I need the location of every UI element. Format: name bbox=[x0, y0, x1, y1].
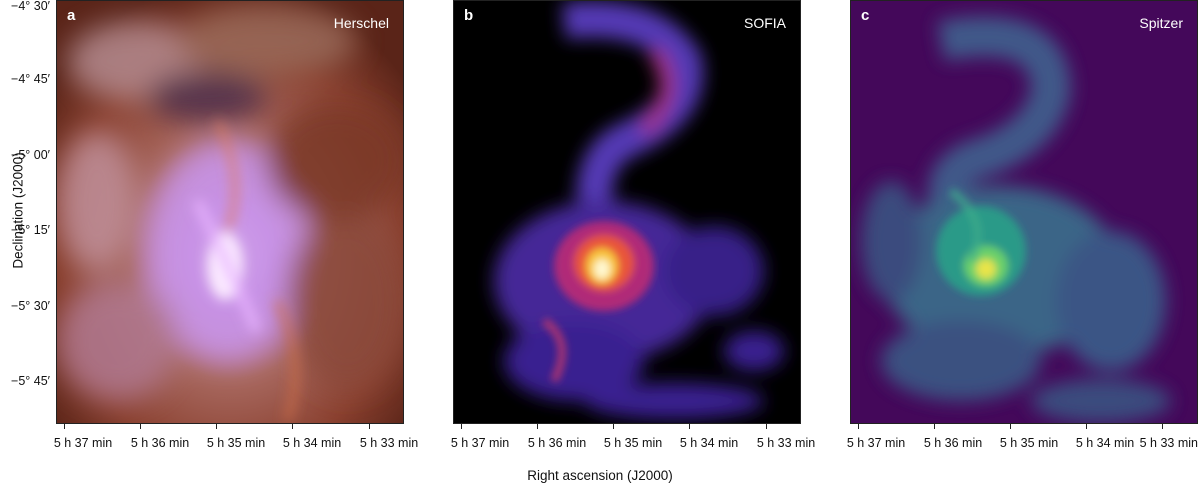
y-axis-label: Declination (J2000) bbox=[10, 152, 26, 269]
x-tick-mark bbox=[766, 424, 767, 429]
x-tick-label: 5 h 36 min bbox=[923, 436, 983, 450]
y-tick-label: −4° 30′ bbox=[11, 0, 50, 13]
y-tick-label: −4° 45′ bbox=[11, 72, 50, 86]
panel-letter: a bbox=[67, 7, 76, 24]
spitzer-image bbox=[851, 1, 1197, 423]
x-tick-label: 5 h 37 min bbox=[846, 436, 906, 450]
panel-title: Herschel bbox=[333, 15, 389, 31]
x-axis-label: Right ascension (J2000) bbox=[527, 468, 673, 483]
x-tick-label: 5 h 35 min bbox=[999, 436, 1059, 450]
x-tick-mark bbox=[1010, 424, 1011, 429]
herschel-image-panel: a Herschel bbox=[56, 0, 404, 424]
y-tick-label: −5° 15′ bbox=[11, 223, 50, 237]
spitzer-image-panel: c Spitzer bbox=[850, 0, 1198, 424]
x-tick-mark bbox=[1086, 424, 1087, 429]
x-tick-label: 5 h 36 min bbox=[527, 436, 587, 450]
herschel-image bbox=[57, 1, 403, 423]
panel-letter: c bbox=[861, 7, 870, 24]
panel-letter: b bbox=[464, 7, 474, 24]
x-tick-label: 5 h 37 min bbox=[53, 436, 113, 450]
x-tick-mark bbox=[216, 424, 217, 429]
x-tick-label: 5 h 34 min bbox=[282, 436, 342, 450]
y-tick-label: −5° 45′ bbox=[11, 374, 50, 388]
x-tick-label: 5 h 35 min bbox=[206, 436, 266, 450]
x-tick-label: 5 h 37 min bbox=[450, 436, 510, 450]
x-tick-label: 5 h 36 min bbox=[130, 436, 190, 450]
x-tick-mark bbox=[1162, 424, 1163, 429]
x-tick-label: 5 h 34 min bbox=[679, 436, 739, 450]
x-tick-mark bbox=[140, 424, 141, 429]
panel-title: SOFIA bbox=[743, 15, 786, 31]
x-tick-label: 5 h 33 min bbox=[756, 436, 816, 450]
y-tick-label: −5° 00′ bbox=[11, 148, 50, 162]
x-tick-label: 5 h 33 min bbox=[359, 436, 419, 450]
x-tick-label: 5 h 33 min bbox=[1139, 436, 1198, 450]
x-tick-mark bbox=[537, 424, 538, 429]
x-tick-mark bbox=[613, 424, 614, 429]
y-tick-label: −5° 30′ bbox=[11, 299, 50, 313]
x-tick-mark bbox=[369, 424, 370, 429]
x-tick-label: 5 h 34 min bbox=[1075, 436, 1135, 450]
x-tick-mark bbox=[64, 424, 65, 429]
x-tick-mark bbox=[292, 424, 293, 429]
sofia-image bbox=[454, 1, 800, 423]
x-tick-mark bbox=[461, 424, 462, 429]
x-tick-mark bbox=[934, 424, 935, 429]
sofia-image-panel: b SOFIA bbox=[453, 0, 801, 424]
x-tick-mark bbox=[858, 424, 859, 429]
x-tick-mark bbox=[689, 424, 690, 429]
panel-title: Spitzer bbox=[1139, 15, 1183, 31]
x-tick-label: 5 h 35 min bbox=[603, 436, 663, 450]
